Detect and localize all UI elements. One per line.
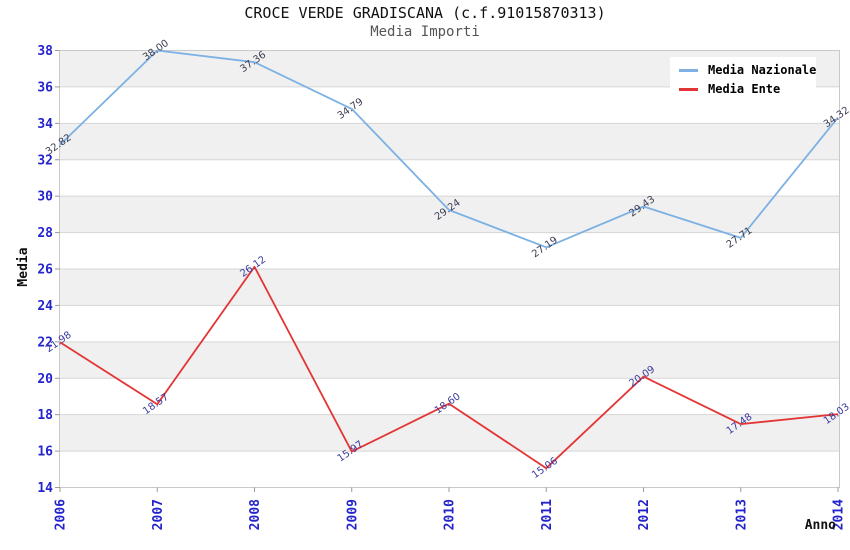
value-label: 18.57: [141, 392, 171, 417]
chart-subtitle: Media Importi: [370, 24, 480, 40]
x-tick-label: 2011: [540, 499, 555, 530]
plot-band: [59, 269, 840, 306]
series-line-media-ente: [59, 265, 839, 470]
plot-band: [59, 196, 840, 233]
legend: Media Nazionale Media Ente: [670, 57, 816, 102]
x-tick-label: 2013: [734, 499, 749, 530]
x-tick-label: 2010: [443, 499, 458, 530]
y-tick-label: 36: [37, 80, 53, 95]
plot-band: [59, 414, 840, 452]
legend-swatch-nazionale-icon: [679, 68, 698, 72]
y-axis-title: Media: [16, 247, 31, 286]
legend-item-media-nazionale: Media Nazionale: [679, 64, 816, 76]
value-label: 27.19: [530, 235, 560, 260]
chart-title: CROCE VERDE GRADISCANA (c.f.91015870313): [244, 4, 606, 22]
plot-band: [59, 123, 840, 160]
y-tick-label: 14: [37, 481, 53, 496]
plot-band: [59, 341, 840, 379]
y-tick-label: 38: [37, 44, 53, 59]
x-tick-label: 2008: [248, 499, 263, 530]
y-tick-label: 32: [37, 153, 53, 168]
y-tick-label: 24: [37, 299, 53, 314]
x-axis-title: Anno: [805, 518, 836, 533]
y-tick-label: 16: [37, 445, 53, 460]
value-label: 18.60: [433, 391, 463, 416]
x-tick-label: 2007: [151, 499, 166, 530]
y-tick-label: 34: [37, 117, 53, 132]
generated-chart-layer: 14 16 18 20 22 24 26 28 30 32 34 36 38 2006 2007 2008 20…: [37, 38, 850, 530]
legend-item-media-ente: Media Ente: [679, 83, 816, 95]
x-tick-label: 2014: [832, 499, 847, 530]
legend-label-media-ente: Media Ente: [708, 82, 781, 96]
x-tick-label: 2012: [637, 499, 652, 530]
y-tick-label: 22: [37, 335, 53, 350]
y-tick-label: 18: [37, 408, 53, 423]
y-tick-label: 30: [37, 190, 53, 205]
x-tick-label: 2006: [54, 499, 69, 530]
series-line-media-nazionale: [59, 49, 839, 249]
y-tick-label: 28: [37, 226, 53, 241]
legend-swatch-ente-icon: [679, 87, 698, 91]
legend-label-media-nazionale: Media Nazionale: [708, 63, 817, 77]
y-tick-label: 26: [37, 263, 53, 278]
x-tick-label: 2009: [345, 499, 360, 530]
y-tick-label: 20: [37, 372, 53, 387]
